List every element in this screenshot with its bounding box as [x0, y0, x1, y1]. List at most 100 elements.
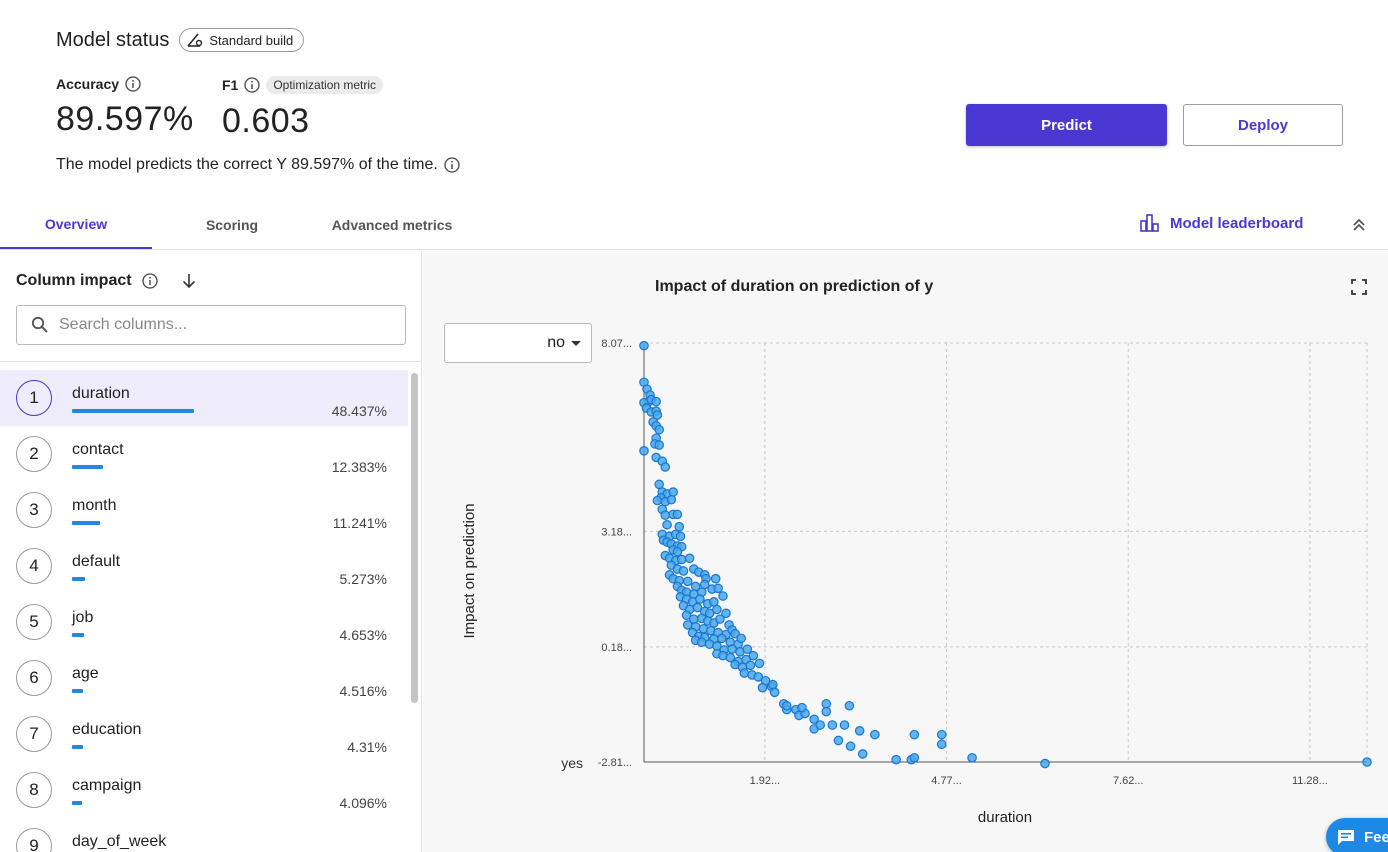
feedback-button[interactable]: Fee — [1326, 818, 1388, 852]
scatter-point — [660, 510, 671, 520]
column-impact-row[interactable]: 8 campaign 4.096% — [0, 762, 408, 818]
impact-percent: 4.096% — [339, 795, 387, 811]
sort-descending-icon[interactable] — [180, 272, 198, 290]
scatter-point — [721, 608, 731, 619]
search-input[interactable] — [59, 316, 379, 334]
chart-panel: 8.07... 3.18... 0.18... -2.81... 1.92... 4.77… — [423, 251, 1388, 852]
scatter-point — [652, 495, 663, 506]
column-name: default — [72, 553, 121, 570]
column-impact-row[interactable]: 5 job 4.653% — [0, 594, 408, 650]
scatter-point — [891, 754, 901, 765]
scatter-point — [745, 660, 756, 671]
scatter-point — [909, 752, 920, 763]
scatter-point — [1040, 758, 1050, 769]
expand-icon[interactable] — [1350, 278, 1368, 296]
class-select[interactable]: no — [444, 323, 592, 363]
y-tick-label: 8.07... — [601, 338, 632, 350]
model-leaderboard-link[interactable]: Model leaderboard — [1140, 214, 1303, 232]
collapse-icon[interactable] — [1348, 214, 1370, 236]
scatter-point — [754, 658, 765, 669]
y-tick-label: 3.18... — [601, 526, 632, 538]
scatter-point — [781, 700, 792, 711]
info-icon[interactable] — [444, 157, 460, 173]
column-name: contact — [72, 441, 124, 458]
x-tick-label: 1.92... — [750, 775, 781, 787]
rank-badge: 5 — [16, 604, 52, 640]
scatter-point — [936, 739, 947, 750]
scatter-point — [753, 672, 764, 682]
column-impact-row[interactable]: 6 age 4.516% — [0, 650, 408, 706]
column-name: month — [72, 497, 117, 514]
rank-badge: 4 — [16, 548, 52, 584]
y-tick-label: 0.18... — [601, 642, 632, 654]
chart-title: Impact of duration on prediction of y — [655, 278, 934, 295]
page-title: Model status — [56, 28, 170, 51]
impact-percent: 5.273% — [339, 571, 387, 587]
scatter-point — [681, 610, 692, 621]
accuracy-label: Accuracy — [56, 76, 120, 92]
accuracy-value: 89.597% — [56, 100, 194, 138]
column-impact-row[interactable]: 9 day_of_week — [0, 818, 408, 852]
scatter-point — [674, 521, 685, 532]
rank-badge: 2 — [16, 436, 52, 472]
build-badge-label: Standard build — [209, 32, 294, 48]
impact-percent: 11.241% — [332, 515, 387, 531]
scatter-point — [651, 396, 661, 407]
deploy-button[interactable]: Deploy — [1183, 104, 1343, 146]
column-name: job — [72, 609, 94, 626]
scatter-point — [678, 566, 689, 576]
scatter-point — [718, 591, 728, 601]
impact-percent: 48.437% — [331, 403, 387, 419]
impact-bar — [72, 633, 84, 637]
tab-bar: Overview Scoring Advanced metrics Model … — [0, 200, 1388, 250]
f1-value: 0.603 — [222, 102, 310, 140]
scatter-point — [845, 741, 856, 752]
column-name: campaign — [72, 777, 142, 794]
scatter-point — [660, 462, 671, 472]
column-impact-row[interactable]: 4 default 5.273% — [0, 538, 408, 594]
column-impact-row[interactable]: 2 contact 12.383% — [0, 426, 408, 482]
info-icon[interactable] — [141, 273, 158, 289]
scatter-chart: 8.07... 3.18... 0.18... -2.81... 1.92... 4.77… — [461, 338, 1372, 826]
info-icon[interactable] — [125, 76, 141, 92]
scatter-point — [809, 714, 819, 725]
divider — [0, 361, 421, 362]
column-name: age — [72, 665, 99, 682]
info-icon[interactable] — [244, 77, 260, 93]
impact-bar — [72, 745, 83, 749]
scatter-point — [692, 602, 703, 613]
scatter-point — [936, 729, 947, 740]
scatter-point — [713, 583, 723, 594]
title-row: Model status Standard build — [56, 28, 305, 52]
scatter-point — [672, 546, 683, 557]
predict-button[interactable]: Predict — [966, 104, 1167, 146]
class-select-value: no — [547, 334, 565, 351]
scatter-point — [739, 668, 750, 678]
scatter-point — [652, 410, 663, 420]
impact-bar — [72, 409, 194, 413]
column-impact-row[interactable]: 1 duration 48.437% — [0, 370, 408, 426]
impact-bar — [72, 689, 83, 693]
f1-metric: F1 Optimization metric 0.603 — [222, 76, 384, 141]
column-impact-row[interactable]: 7 education 4.31% — [0, 706, 408, 762]
tab-scoring[interactable]: Scoring — [205, 216, 259, 233]
tab-overview[interactable]: Overview — [0, 200, 152, 249]
scatter-point — [676, 554, 687, 565]
scrollbar-thumb[interactable] — [411, 373, 418, 703]
rank-badge: 7 — [16, 716, 52, 752]
impact-percent: 4.653% — [339, 627, 387, 643]
model-status-header: Model status Standard build Accuracy 89.… — [0, 0, 1388, 200]
column-impact-row[interactable]: 3 month 11.241% — [0, 482, 408, 538]
optimization-metric-badge: Optimization metric — [266, 76, 384, 94]
scatter-point — [797, 702, 807, 713]
scatter-point — [815, 720, 825, 730]
scatter-point — [639, 446, 649, 456]
scatter-point — [833, 735, 844, 746]
scatter-point — [844, 700, 855, 711]
column-impact-panel: Column impact 1 duration 48.437% 2 contact 12… — [0, 251, 422, 852]
scatter-point — [672, 509, 683, 520]
scatter-point — [736, 633, 747, 644]
scatter-point — [668, 487, 678, 497]
rank-badge: 1 — [16, 380, 52, 416]
tab-advanced-metrics[interactable]: Advanced metrics — [331, 216, 453, 233]
